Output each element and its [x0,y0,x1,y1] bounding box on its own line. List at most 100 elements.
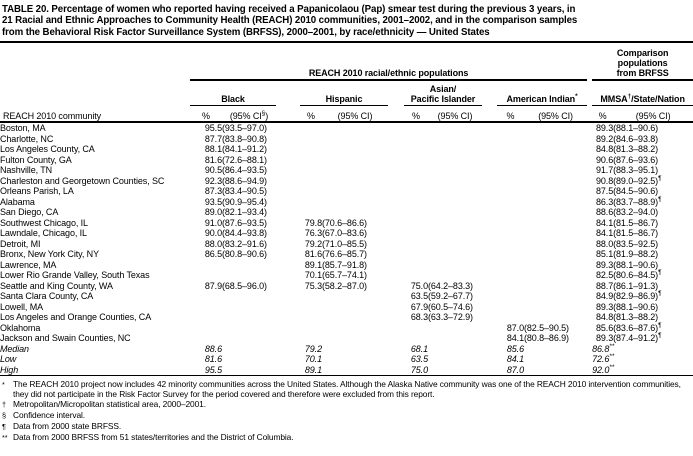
community-cell: Low [0,354,17,365]
dagger-footnote-marker: † [627,93,632,101]
confidence-interval-cell: (83.8–90.8) [222,133,267,144]
table-row: High 95.5 89.1 75.0 87.0 92.0** [0,363,693,376]
column-spacer [276,80,300,106]
percent-cell: 89.0 [204,207,222,218]
confidence-interval-cell: (90.9–95.4) [222,196,267,207]
american-indian-ci-header: (95% CI) [524,105,588,124]
percent-cell: 72.6** [592,353,615,365]
percent-cell [497,155,524,166]
confidence-interval-cell: (83.2–94.0) [613,207,659,218]
column-spacer [388,249,404,260]
footnote: ¶ Data from 2000 state BRFSS. [2,421,691,432]
footnote-marker: † [2,400,6,410]
percent-cell [190,333,222,344]
percent-cell: 70.1 [304,270,322,281]
confidence-interval-cell: (88.1–90.6) [613,259,659,270]
percent-cell [404,155,428,166]
column-spacer [482,260,497,271]
percent-cell: 68.1 [410,343,428,354]
column-spacer [482,354,497,365]
confidence-interval-cell [613,344,693,355]
confidence-interval-cell [322,291,388,302]
ci-label: (95% CI [229,111,262,122]
percent-cell [497,302,524,313]
percent-cell [404,270,428,281]
column-spacer [482,134,497,145]
column-spacer [276,105,300,124]
confidence-interval-cell [322,323,388,334]
confidence-interval-cell [524,122,587,134]
hispanic-label: Hispanic [325,94,363,105]
percent-cell: 87.0 [506,322,524,333]
confidence-interval-cell [524,260,587,271]
confidence-interval-cell: (81.3–88.2) [613,312,659,323]
column-spacer [388,155,404,166]
percent-cell: 88.0 [596,238,614,249]
percent-cell: 86.5 [204,249,222,260]
confidence-interval-cell: (85.7–91.8) [322,259,367,270]
percent-cell [300,291,322,302]
confidence-interval-cell [428,344,482,355]
percent-cell: 88.1 [204,144,222,155]
footnote-marker: ¶ [658,269,662,277]
percent-cell: 89.1 [304,364,322,375]
percent-cell [300,165,322,176]
confidence-interval-cell [428,122,482,134]
column-spacer [388,144,404,155]
table-row: Jackson and Swain Counties, NC 84.1 (80.8–… [0,332,693,344]
column-spacer [482,105,497,124]
community-cell: Lowell, MA [0,301,44,312]
percent-cell: 84.1 [596,217,614,228]
percent-cell: 92.0** [592,363,615,375]
percent-cell [404,228,428,239]
percent-cell: 90.8 [596,175,614,186]
confidence-interval-cell [428,186,482,197]
confidence-interval-cell [613,354,693,365]
title-line-2: 21 Racial and Ethnic Approaches to Commu… [2,15,578,27]
table-row: Detroit, MI 88.0 (83.2–91.6) 79.2 (71.0–85.5… [0,239,693,250]
group-header-asian-pacific-islander: Asian/ Pacific Islander [404,80,482,107]
confidence-interval-cell: (83.6–87.6)¶ [613,321,662,333]
percent-cell: 79.2 [304,343,322,354]
confidence-interval-cell [524,176,587,187]
confidence-interval-cell: (83.2–91.6) [222,238,267,249]
pct-label: % [412,111,420,122]
percent-cell: 75.0 [410,280,428,291]
column-spacer [276,134,300,145]
header-blank [0,43,190,80]
table-bottom-rule [0,375,693,377]
confidence-interval-cell [222,312,276,323]
percent-cell [300,207,322,218]
column-spacer [388,239,404,250]
percent-cell: 89.3 [596,301,614,312]
black-label: Black [221,94,245,105]
asian-ci-header: (95% CI) [428,105,482,124]
percent-cell: 81.6 [204,154,222,165]
confidence-interval-cell [524,312,587,323]
community-cell: Santa Clara County, CA [0,291,94,302]
confidence-interval-cell [222,260,276,271]
table-body: Boston, MA 95.5 (93.5–97.0) 89.3 (88.1–90.6)… [0,122,693,375]
column-spacer [587,105,593,124]
column-spacer [388,302,404,313]
community-cell: Orleans Parish, LA [0,186,74,197]
confidence-interval-cell [322,122,388,134]
footnote-text: Data from 2000 state BRFSS. [13,421,122,432]
percent-cell: 84.1 [596,228,614,239]
community-cell: Charleston and Georgetown Counties, SC [0,175,165,186]
table-row: Los Angeles and Orange Counties, CA 68.3(… [0,312,693,323]
percent-cell: 87.0 [506,364,524,375]
percent-cell: 84.9 [596,291,614,302]
community-cell: San Diego, CA [0,207,59,218]
percent-cell [404,323,428,334]
percent-cell: 70.1 [304,354,322,365]
mmsa-pct-header: % [592,105,614,124]
confidence-interval-cell [222,333,276,344]
column-spacer [276,291,300,302]
confidence-interval-cell [524,344,587,355]
confidence-interval-cell: (82.9–86.9)¶ [613,290,662,302]
mmsa-ci-header: (95% CI) [613,105,693,124]
pct-label: % [598,111,607,122]
column-spacer [388,333,404,344]
column-spacer [482,218,497,229]
